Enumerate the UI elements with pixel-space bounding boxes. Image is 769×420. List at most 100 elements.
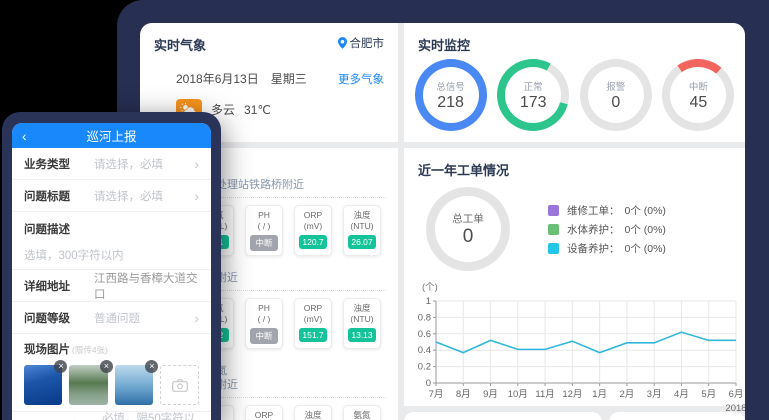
location-pin-icon xyxy=(337,37,347,49)
legend-row: 设备养护： 0个 (0%) xyxy=(548,241,666,256)
remove-photo-icon[interactable]: × xyxy=(99,360,113,373)
svg-text:3月: 3月 xyxy=(647,389,662,400)
phone-screen: ‹ 巡河上报 业务类型 请选择，必填 › 问题标题 请选择，必填 › 问题描述 … xyxy=(12,123,211,420)
monitor-panel-title: 实时监控 xyxy=(418,38,471,53)
business-type-placeholder: 请选择，必填 xyxy=(94,158,163,171)
phone-page-title: 巡河上报 xyxy=(86,130,137,144)
field-site-photos: 现场图片 (限传4张) × × × xyxy=(12,334,211,412)
svg-text:2月: 2月 xyxy=(620,389,635,400)
business-type-label: 业务类型 xyxy=(24,158,70,171)
sensor-card-浊度[interactable]: 浊度 (NTU) 13.13 xyxy=(343,298,381,349)
bottom-panel-stub-left xyxy=(404,412,602,420)
sensor-card-ORP[interactable]: ORP (mV) 151.7 xyxy=(294,298,332,349)
legend-value: 0个 (0%) xyxy=(624,204,666,217)
sensor-unit: (mV) xyxy=(303,221,323,231)
more-weather-link[interactable]: 更多气象 xyxy=(338,73,384,86)
field-issue-level[interactable]: 问题等级 普通问题 › xyxy=(12,302,211,334)
sensor-name: ORP xyxy=(303,210,323,220)
sensor-unit: ( / ) xyxy=(257,221,271,231)
phone-overlay: ‹ 巡河上报 业务类型 请选择，必填 › 问题标题 请选择，必填 › 问题描述 … xyxy=(2,112,221,420)
chevron-right-icon: › xyxy=(194,187,199,204)
photo-thumbnail-3[interactable]: × xyxy=(114,360,159,405)
workorders-panel-title: 近一年工单情况 xyxy=(418,163,510,178)
station-title: 氮附近 xyxy=(216,365,238,391)
field-custom-1[interactable]: 自定义字段1 必填，限50字符以内 xyxy=(12,412,211,420)
legend-row: 水体养护： 0个 (0%) xyxy=(548,222,666,237)
sensor-card-浊度[interactable]: 浊度 (NTU) 26.07 xyxy=(343,205,381,256)
svg-text:6月: 6月 xyxy=(729,389,744,400)
workorders-legend: 维修工单： 0个 (0%) 水体养护： 0个 (0%) 设备养护： 0个 (0%… xyxy=(548,199,666,260)
bottom-panel-stub-right xyxy=(609,412,745,420)
field-issue-description[interactable]: 问题描述 选填，300字符以内 xyxy=(12,212,211,270)
sensor-unit: (NTU) xyxy=(350,221,374,231)
total-workorders-donut: 总工单 0 xyxy=(426,187,510,271)
gauge-alarm: 报警 0 xyxy=(579,59,652,131)
svg-text:10月: 10月 xyxy=(508,389,528,400)
gauge-value: 45 xyxy=(689,93,708,111)
svg-text:5月: 5月 xyxy=(701,389,716,400)
workorders-panel: 近一年工单情况 总工单 0 维修工单： 0个 (0%) 水体养护： 0个 (0%… xyxy=(404,148,745,414)
issue-level-value: 普通问题 xyxy=(94,312,140,325)
issue-title-label: 问题标题 xyxy=(24,190,70,203)
sensor-value-badge: 13.13 xyxy=(348,328,376,342)
sensor-value-badge: 中断 xyxy=(250,328,278,344)
gauge-label: 报警 xyxy=(606,81,626,93)
dotted-divider xyxy=(196,290,386,291)
legend-label: 设备养护： xyxy=(567,242,620,255)
legend-swatch xyxy=(548,242,559,254)
photo-thumbnail-2[interactable]: × xyxy=(69,360,113,405)
sensor-card-浊度[interactable]: 浊度 (NTU) 13.86 xyxy=(294,405,332,420)
sensor-name: 浊度 xyxy=(304,410,322,420)
weather-temperature: 31℃ xyxy=(244,102,271,117)
svg-text:0.6: 0.6 xyxy=(418,329,431,340)
sensor-card-PH[interactable]: PH ( / ) 中断 xyxy=(245,298,283,349)
sensor-card-PH[interactable]: PH ( / ) 中断 xyxy=(245,205,283,256)
remove-photo-icon[interactable]: × xyxy=(54,360,68,373)
photo-thumbnail-1[interactable]: × xyxy=(24,360,68,405)
svg-text:0.4: 0.4 xyxy=(418,345,431,356)
issue-description-label: 问题描述 xyxy=(24,224,70,236)
svg-text:11月: 11月 xyxy=(535,389,554,400)
site-photos-limit: (限传4张) xyxy=(72,345,108,355)
legend-value: 0个 (0%) xyxy=(624,242,666,255)
field-issue-title[interactable]: 问题标题 请选择，必填 › xyxy=(12,180,211,212)
sensor-name: ORP xyxy=(303,303,323,313)
svg-text:8月: 8月 xyxy=(456,389,471,400)
back-icon[interactable]: ‹ xyxy=(22,127,27,144)
gauge-label: 正常 xyxy=(523,81,543,93)
svg-text:4月: 4月 xyxy=(674,389,689,400)
weather-condition: 多云 xyxy=(211,103,236,117)
add-photo-button[interactable] xyxy=(160,365,199,405)
field-address[interactable]: 详细地址 江西路与香樟大道交口 xyxy=(12,270,211,302)
remove-photo-icon[interactable]: × xyxy=(145,360,159,373)
site-photos-label: 现场图片 xyxy=(24,344,70,356)
sensor-unit: (mV) xyxy=(303,314,323,324)
field-business-type[interactable]: 业务类型 请选择，必填 › xyxy=(12,148,211,180)
dashboard: 实时气象 合肥市 2018年6月13日 星期三 更多气象 xyxy=(140,23,745,420)
sensor-name: PH xyxy=(258,303,270,313)
svg-text:9月: 9月 xyxy=(483,389,498,400)
chevron-right-icon: › xyxy=(194,155,199,172)
phone-header: ‹ 巡河上报 xyxy=(12,123,211,148)
sensor-card-ORP[interactable]: ORP (mV) 91.44 xyxy=(245,405,283,420)
gauge-total-signal: 总信号 218 xyxy=(414,59,487,131)
sensor-card-ORP[interactable]: ORP (mV) 120.7 xyxy=(294,205,332,256)
sensor-value-badge: 中断 xyxy=(250,235,278,251)
issue-description-placeholder: 选填，300字符以内 xyxy=(24,250,124,262)
dashboard-device-frame: 实时气象 合肥市 2018年6月13日 星期三 更多气象 xyxy=(117,0,769,420)
signal-gauges: 总信号 218 正常 173 报警 0 中断 45 xyxy=(404,59,745,131)
city-selector[interactable]: 合肥市 xyxy=(337,23,399,51)
legend-swatch xyxy=(548,204,559,216)
custom-field-1-placeholder: 必填，限50字符以内 xyxy=(102,412,196,420)
dotted-divider xyxy=(196,197,386,198)
legend-swatch xyxy=(548,223,559,235)
sensor-name: ORP xyxy=(254,410,274,420)
workorders-line-chart: 0 0.2 0.4 0.6 0.8 1 7月 8月 9月 10月 11月 12月 1月 2月 3月 4月 5月 6… xyxy=(418,296,745,414)
sensor-unit: (NTU) xyxy=(350,314,374,324)
dotted-divider xyxy=(196,397,386,398)
sensor-unit: ( / ) xyxy=(257,314,271,324)
sensor-card-氨氮[interactable]: 氨氮 (mg/L) 2.47 xyxy=(343,405,381,420)
address-label: 详细地址 xyxy=(24,280,70,293)
gauge-normal: 正常 173 xyxy=(497,59,570,131)
